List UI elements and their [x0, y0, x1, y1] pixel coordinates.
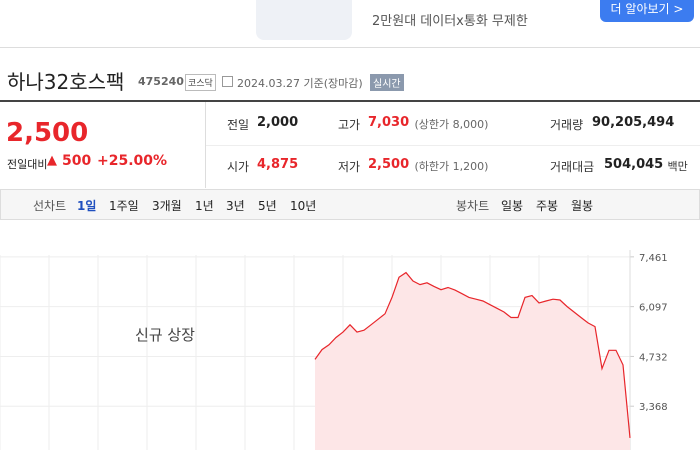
ad-button[interactable]: 더 알아보기 >: [600, 0, 694, 22]
summary-value: 4,875: [257, 157, 299, 172]
price-area: [315, 272, 630, 450]
separator: [205, 102, 206, 188]
ad-image: [256, 0, 352, 40]
change-arrow: ▲: [47, 153, 57, 168]
tab-label: 봉차트: [456, 199, 490, 213]
tab-bar: [0, 189, 700, 220]
summary-value: 7,030: [368, 115, 410, 130]
candle-tab[interactable]: 일봉: [501, 199, 524, 213]
summary-value: 90,205,494: [592, 115, 675, 130]
date: 2024.03.27 기준(장마감): [237, 77, 363, 90]
summary-label: 시가: [227, 160, 250, 174]
price-line: [314, 271, 631, 438]
summary-value: 2,500: [368, 157, 410, 172]
divider: [0, 100, 700, 102]
change-rate: +25.00%: [97, 153, 168, 169]
summary-note: (상한가 8,000): [414, 118, 489, 131]
period-tab[interactable]: 3개월: [152, 199, 182, 213]
period-tab[interactable]: 1일: [77, 199, 97, 213]
price: 2,500: [6, 118, 89, 148]
candle-tab[interactable]: 월봉: [571, 199, 594, 213]
period-tab[interactable]: 3년: [226, 199, 245, 213]
row-separator: [206, 145, 700, 146]
ad-text: 2만원대 데이터x통화 무제한: [372, 14, 528, 29]
y-tick-label: 7,461: [639, 253, 668, 264]
stock-code: 475240: [138, 75, 184, 88]
date-icon: [222, 76, 233, 87]
period-tab[interactable]: 1년: [195, 199, 214, 213]
ad-banner: 2만원대 데이터x통화 무제한 더 알아보기 >: [0, 0, 700, 48]
annotation: 신규 상장: [135, 326, 195, 344]
summary-value: 504,045: [604, 157, 664, 172]
period-tab[interactable]: 10년: [290, 199, 317, 213]
candle-tab[interactable]: 주봉: [536, 199, 559, 213]
stock-name: 하나32호스팩: [7, 70, 125, 94]
y-tick-label: 6,097: [639, 303, 668, 314]
tab-label: 선차트: [33, 199, 67, 213]
summary-note: (하한가 1,200): [414, 160, 489, 173]
period-tab[interactable]: 1주일: [109, 199, 139, 213]
chart: 3,368 4,732 6,097 7,461 신규 상장: [0, 250, 668, 450]
summary-label: 저가: [338, 160, 361, 174]
summary-label: 전일: [227, 118, 250, 132]
summary-value: 2,000: [257, 115, 299, 130]
realtime-badge[interactable]: 실시간: [370, 74, 404, 91]
y-tick-label: 3,368: [639, 402, 668, 413]
summary-label: 고가: [338, 118, 361, 132]
y-tick-label: 4,732: [639, 352, 668, 363]
summary-unit: 백만: [667, 160, 688, 173]
change: 500: [62, 153, 92, 169]
period-tab[interactable]: 5년: [258, 199, 277, 213]
summary-label: 거래대금: [550, 160, 595, 174]
market-badge: 코스닥: [185, 74, 216, 91]
change-label: 전일대비: [7, 158, 48, 171]
summary-label: 거래량: [550, 118, 584, 132]
